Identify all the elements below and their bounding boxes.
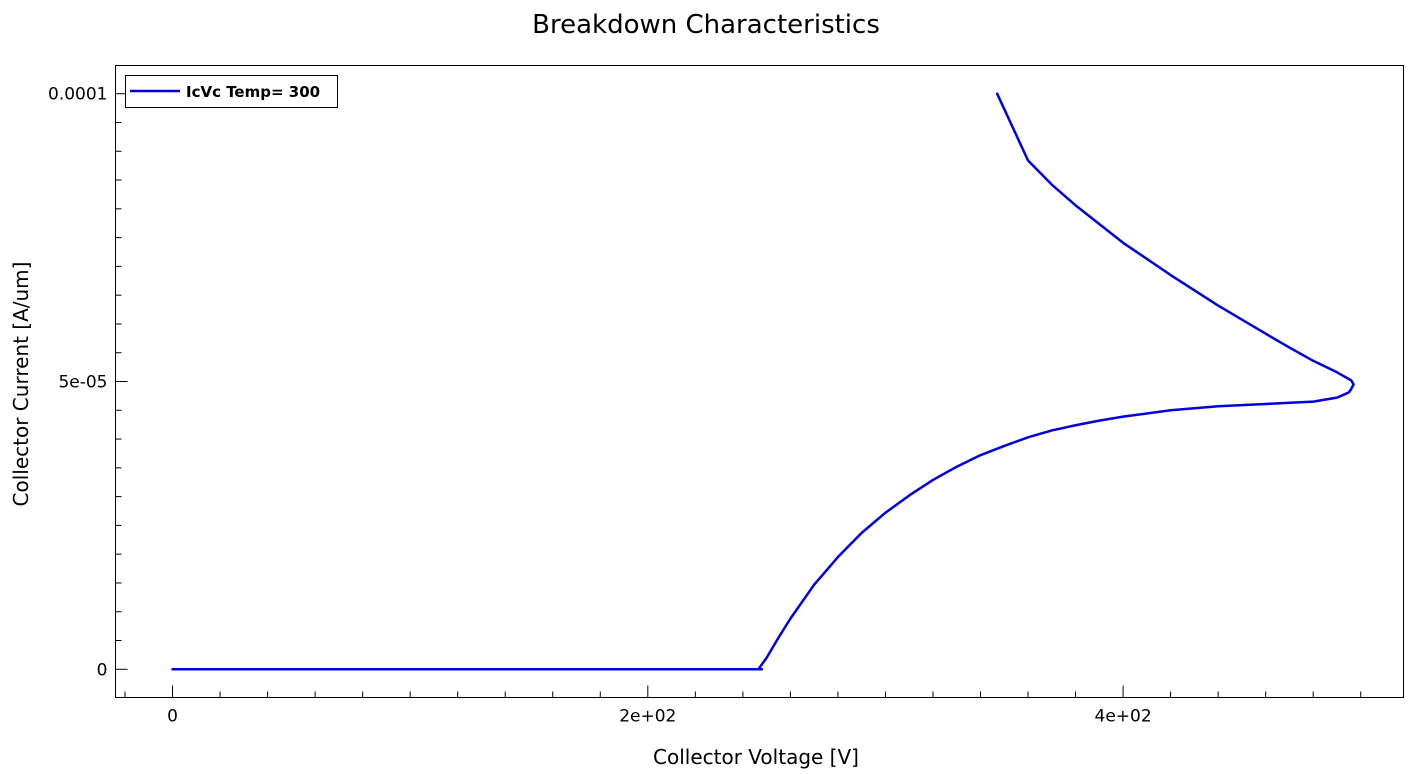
legend: IcVc Temp= 300: [126, 76, 338, 108]
x-tick-label: 4e+02: [1095, 707, 1152, 727]
y-tick-label: 0: [97, 660, 108, 680]
y-tick-label: 5e-05: [58, 373, 107, 393]
y-tick-label: 0.0001: [48, 85, 107, 105]
tick-labels: 0 2e+02 4e+02 0 5e-05 0.0001: [48, 85, 1152, 727]
x-tick-label: 0: [167, 707, 178, 727]
chart-title: Breakdown Characteristics: [532, 10, 880, 40]
y-axis-label: Collector Current [A/um]: [9, 262, 33, 507]
plot-frame: [116, 66, 1404, 698]
major-ticks: [116, 94, 1124, 698]
legend-label: IcVc Temp= 300: [186, 83, 320, 101]
series-group: [173, 94, 1354, 670]
series-line: [173, 94, 1354, 670]
x-tick-label: 2e+02: [619, 707, 676, 727]
x-axis-label: Collector Voltage [V]: [653, 745, 859, 769]
